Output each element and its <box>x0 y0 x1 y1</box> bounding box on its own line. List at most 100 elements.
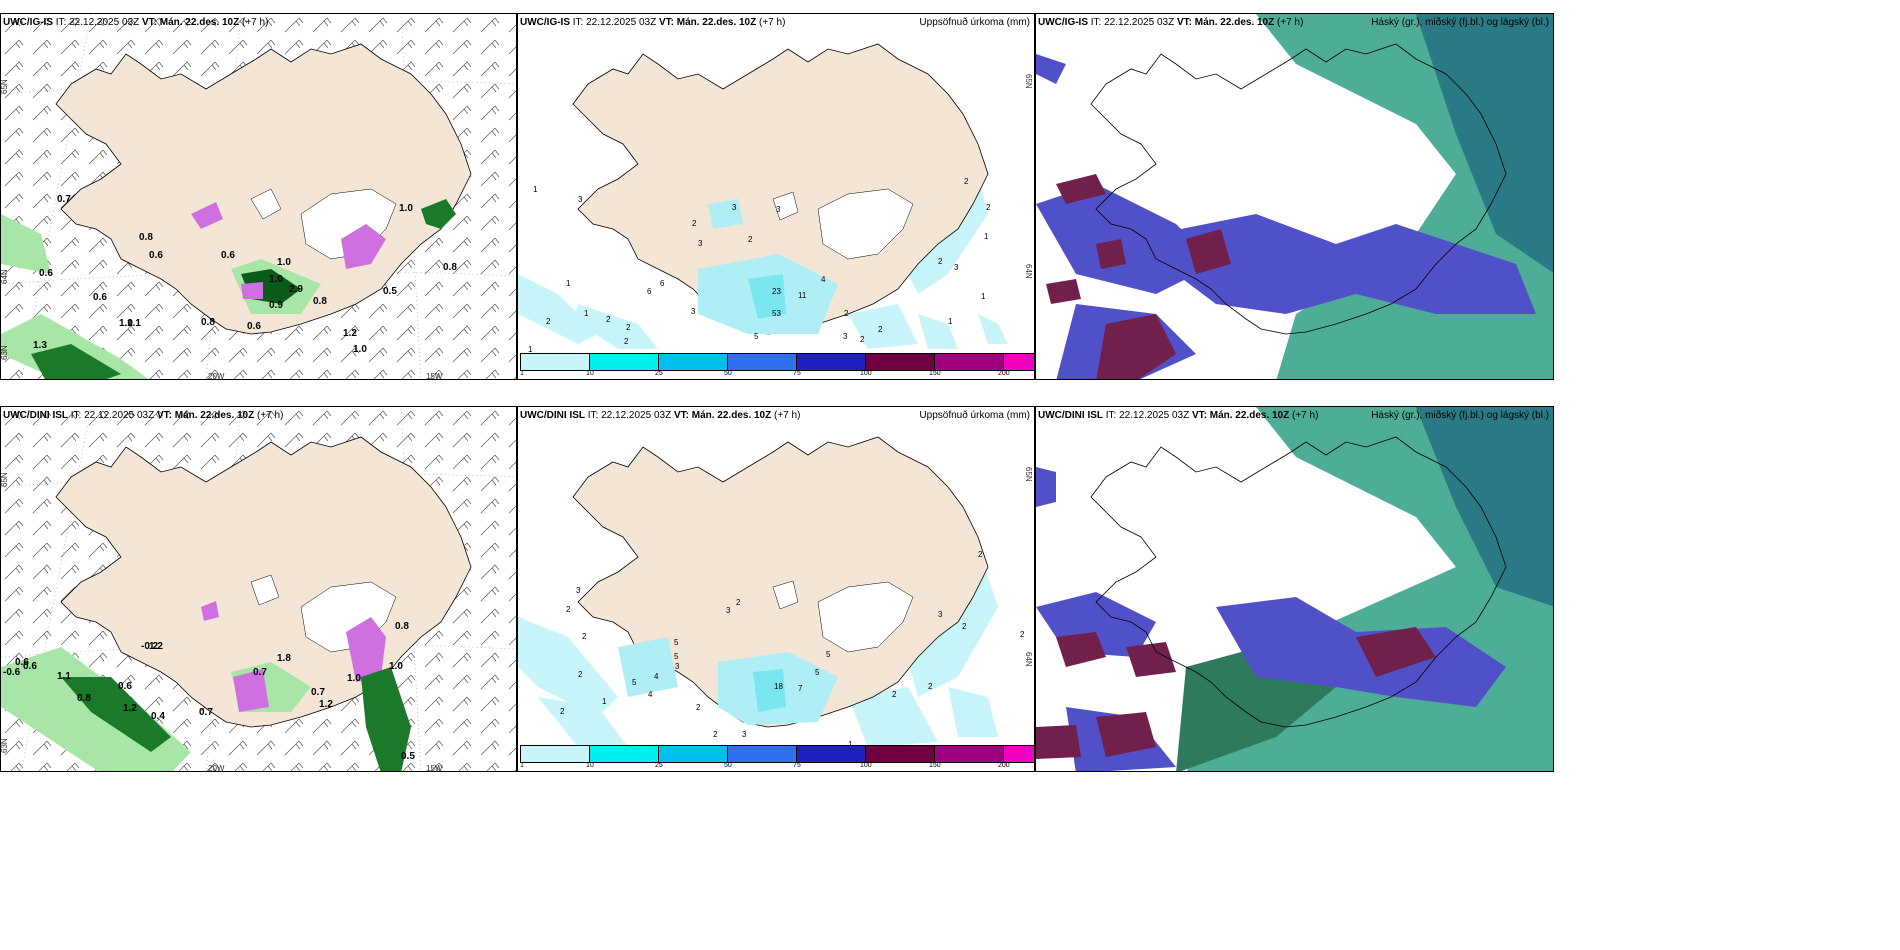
svg-text:0.6: 0.6 <box>118 681 132 692</box>
panel-top-mid-precip: 1 3 3 3 2 3 2 6 6 1 2 2 2 1 1 2 3 4 11 2… <box>517 13 1035 380</box>
svg-text:-0.2: -0.2 <box>141 641 159 652</box>
svg-text:15W: 15W <box>426 764 443 772</box>
svg-text:2: 2 <box>1020 630 1025 639</box>
svg-text:53: 53 <box>772 309 781 318</box>
svg-text:3: 3 <box>732 203 737 212</box>
svg-text:4: 4 <box>821 275 826 284</box>
cbar-swatch-4 <box>797 354 866 370</box>
svg-text:20W: 20W <box>208 372 225 380</box>
svg-text:1.0: 1.0 <box>347 673 361 684</box>
map-bottom-mid: 3 2 2 5 2 3 2 5 4 5 3 4 2 1 2 2 18 7 5 5… <box>518 436 1033 749</box>
panel-top-right-clouds: UWC/IG-IS IT: 22.12.2025 03Z VT: Mán. 22… <box>1035 13 1554 380</box>
cloud-high <box>1256 14 1553 379</box>
colorbar-bottom-labels: 1 10 25 50 75 100 150 200 400 <box>520 762 1010 769</box>
svg-text:65N: 65N <box>1024 467 1033 482</box>
svg-text:0.6: 0.6 <box>149 250 163 261</box>
svg-text:1.3: 1.3 <box>33 340 47 351</box>
svg-text:2: 2 <box>964 177 969 186</box>
svg-text:1: 1 <box>984 232 989 241</box>
svg-text:2: 2 <box>566 605 571 614</box>
svg-text:4: 4 <box>648 690 653 699</box>
map-top-right <box>1036 14 1553 379</box>
cbar-swatch-1 <box>590 354 659 370</box>
svg-text:1: 1 <box>948 317 953 326</box>
iceland-land <box>572 43 989 335</box>
svg-text:2: 2 <box>748 235 753 244</box>
svg-text:3: 3 <box>938 610 943 619</box>
svg-text:1.2: 1.2 <box>149 641 163 652</box>
cbar-swatch-3 <box>728 354 797 370</box>
svg-text:1: 1 <box>602 697 607 706</box>
svg-text:0.5: 0.5 <box>401 751 415 762</box>
map-top-mid: 1 3 3 3 2 3 2 6 6 1 2 2 2 1 1 2 3 4 11 2… <box>518 43 1033 354</box>
svg-text:2: 2 <box>692 219 697 228</box>
svg-text:5: 5 <box>754 332 759 341</box>
svg-text:18: 18 <box>774 682 783 691</box>
svg-text:0.6: 0.6 <box>221 250 235 261</box>
cbar-swatch-3 <box>728 746 797 762</box>
svg-text:0.8: 0.8 <box>139 232 153 243</box>
svg-text:0.8: 0.8 <box>201 317 215 328</box>
svg-text:1.0: 1.0 <box>269 274 283 285</box>
svg-text:3: 3 <box>726 606 731 615</box>
iceland-outline <box>1090 436 1507 728</box>
svg-text:1.0: 1.0 <box>119 318 133 329</box>
svg-text:0.5: 0.5 <box>383 286 397 297</box>
svg-text:2: 2 <box>696 703 701 712</box>
station-values-bottom-left: 0.6 0.6 -0.6 1.1 0.8 0.6 1.2 0.4 1.2 -0.… <box>3 621 415 762</box>
svg-text:1.2: 1.2 <box>343 328 357 339</box>
header-bottom-left: UWC/DINI ISL IT: 22.12.2025 03Z VT: Mán.… <box>3 410 284 421</box>
svg-text:5: 5 <box>632 678 637 687</box>
svg-text:1.0: 1.0 <box>277 257 291 268</box>
station-values-top-left: 0.7 0.8 0.6 0.6 1.0 0.6 1.0 0.9 0.8 1.2 … <box>33 194 457 355</box>
svg-text:0.6: 0.6 <box>15 657 29 668</box>
svg-text:2.9: 2.9 <box>289 284 303 295</box>
svg-text:1.2: 1.2 <box>123 703 137 714</box>
svg-text:1.2: 1.2 <box>319 699 333 710</box>
panel-title-top-right: Háský (gr.), miðský (fj.bl.) og lágský (… <box>1371 17 1549 28</box>
cbar-swatch-0 <box>521 746 590 762</box>
svg-text:5: 5 <box>815 668 820 677</box>
svg-text:0.6: 0.6 <box>39 268 53 279</box>
svg-text:2: 2 <box>582 632 587 641</box>
svg-text:1: 1 <box>584 309 589 318</box>
header-bottom-mid: UWC/DINI ISL IT: 22.12.2025 03Z VT: Mán.… <box>520 410 801 421</box>
svg-text:7: 7 <box>798 684 803 693</box>
cbar-swatch-4 <box>797 746 866 762</box>
svg-text:0.8: 0.8 <box>77 693 91 704</box>
svg-text:5: 5 <box>826 650 831 659</box>
svg-text:15W: 15W <box>426 372 443 380</box>
panel-top-left-wind-temp: 0.7 0.8 0.6 0.6 1.0 0.6 1.0 0.9 0.8 1.2 … <box>0 13 517 380</box>
svg-text:1.0: 1.0 <box>353 344 367 355</box>
svg-text:2: 2 <box>736 598 741 607</box>
svg-text:0.6: 0.6 <box>93 292 107 303</box>
header-top-mid: UWC/IG-IS IT: 22.12.2025 03Z VT: Mán. 22… <box>520 17 786 28</box>
svg-text:11: 11 <box>798 291 807 300</box>
svg-text:65N: 65N <box>1 472 9 487</box>
svg-text:0.6: 0.6 <box>247 321 261 332</box>
svg-text:0.7: 0.7 <box>253 667 267 678</box>
svg-text:2: 2 <box>986 203 991 212</box>
svg-text:-0.6: -0.6 <box>3 667 21 678</box>
svg-text:65N: 65N <box>1024 74 1033 89</box>
cbar-swatch-1 <box>590 746 659 762</box>
svg-text:1: 1 <box>533 185 538 194</box>
iceland-outline <box>1090 43 1507 335</box>
svg-text:0.7: 0.7 <box>311 687 325 698</box>
precip-values-top-mid: 1 3 3 3 2 3 2 6 6 1 2 2 2 1 1 2 3 4 11 2… <box>528 177 991 354</box>
precip-over-land <box>698 188 914 334</box>
header-bottom-right: UWC/DINI ISL IT: 22.12.2025 03Z VT: Mán.… <box>1038 410 1319 421</box>
svg-text:2: 2 <box>606 315 611 324</box>
cbar-swatch-5 <box>866 746 935 762</box>
panel-title-bottom-mid: Uppsöfnuð úrkoma (mm) <box>919 410 1030 421</box>
svg-text:1: 1 <box>528 345 533 354</box>
cloud-low <box>1046 174 1231 379</box>
svg-text:0.6: 0.6 <box>23 661 37 672</box>
svg-text:2: 2 <box>962 622 967 631</box>
cloud-low <box>1036 627 1436 759</box>
svg-text:20W: 20W <box>208 764 225 772</box>
colorbar-top <box>520 353 1034 371</box>
svg-text:2: 2 <box>844 309 849 318</box>
svg-text:64N: 64N <box>1024 652 1033 667</box>
svg-text:0.9: 0.9 <box>269 300 283 311</box>
